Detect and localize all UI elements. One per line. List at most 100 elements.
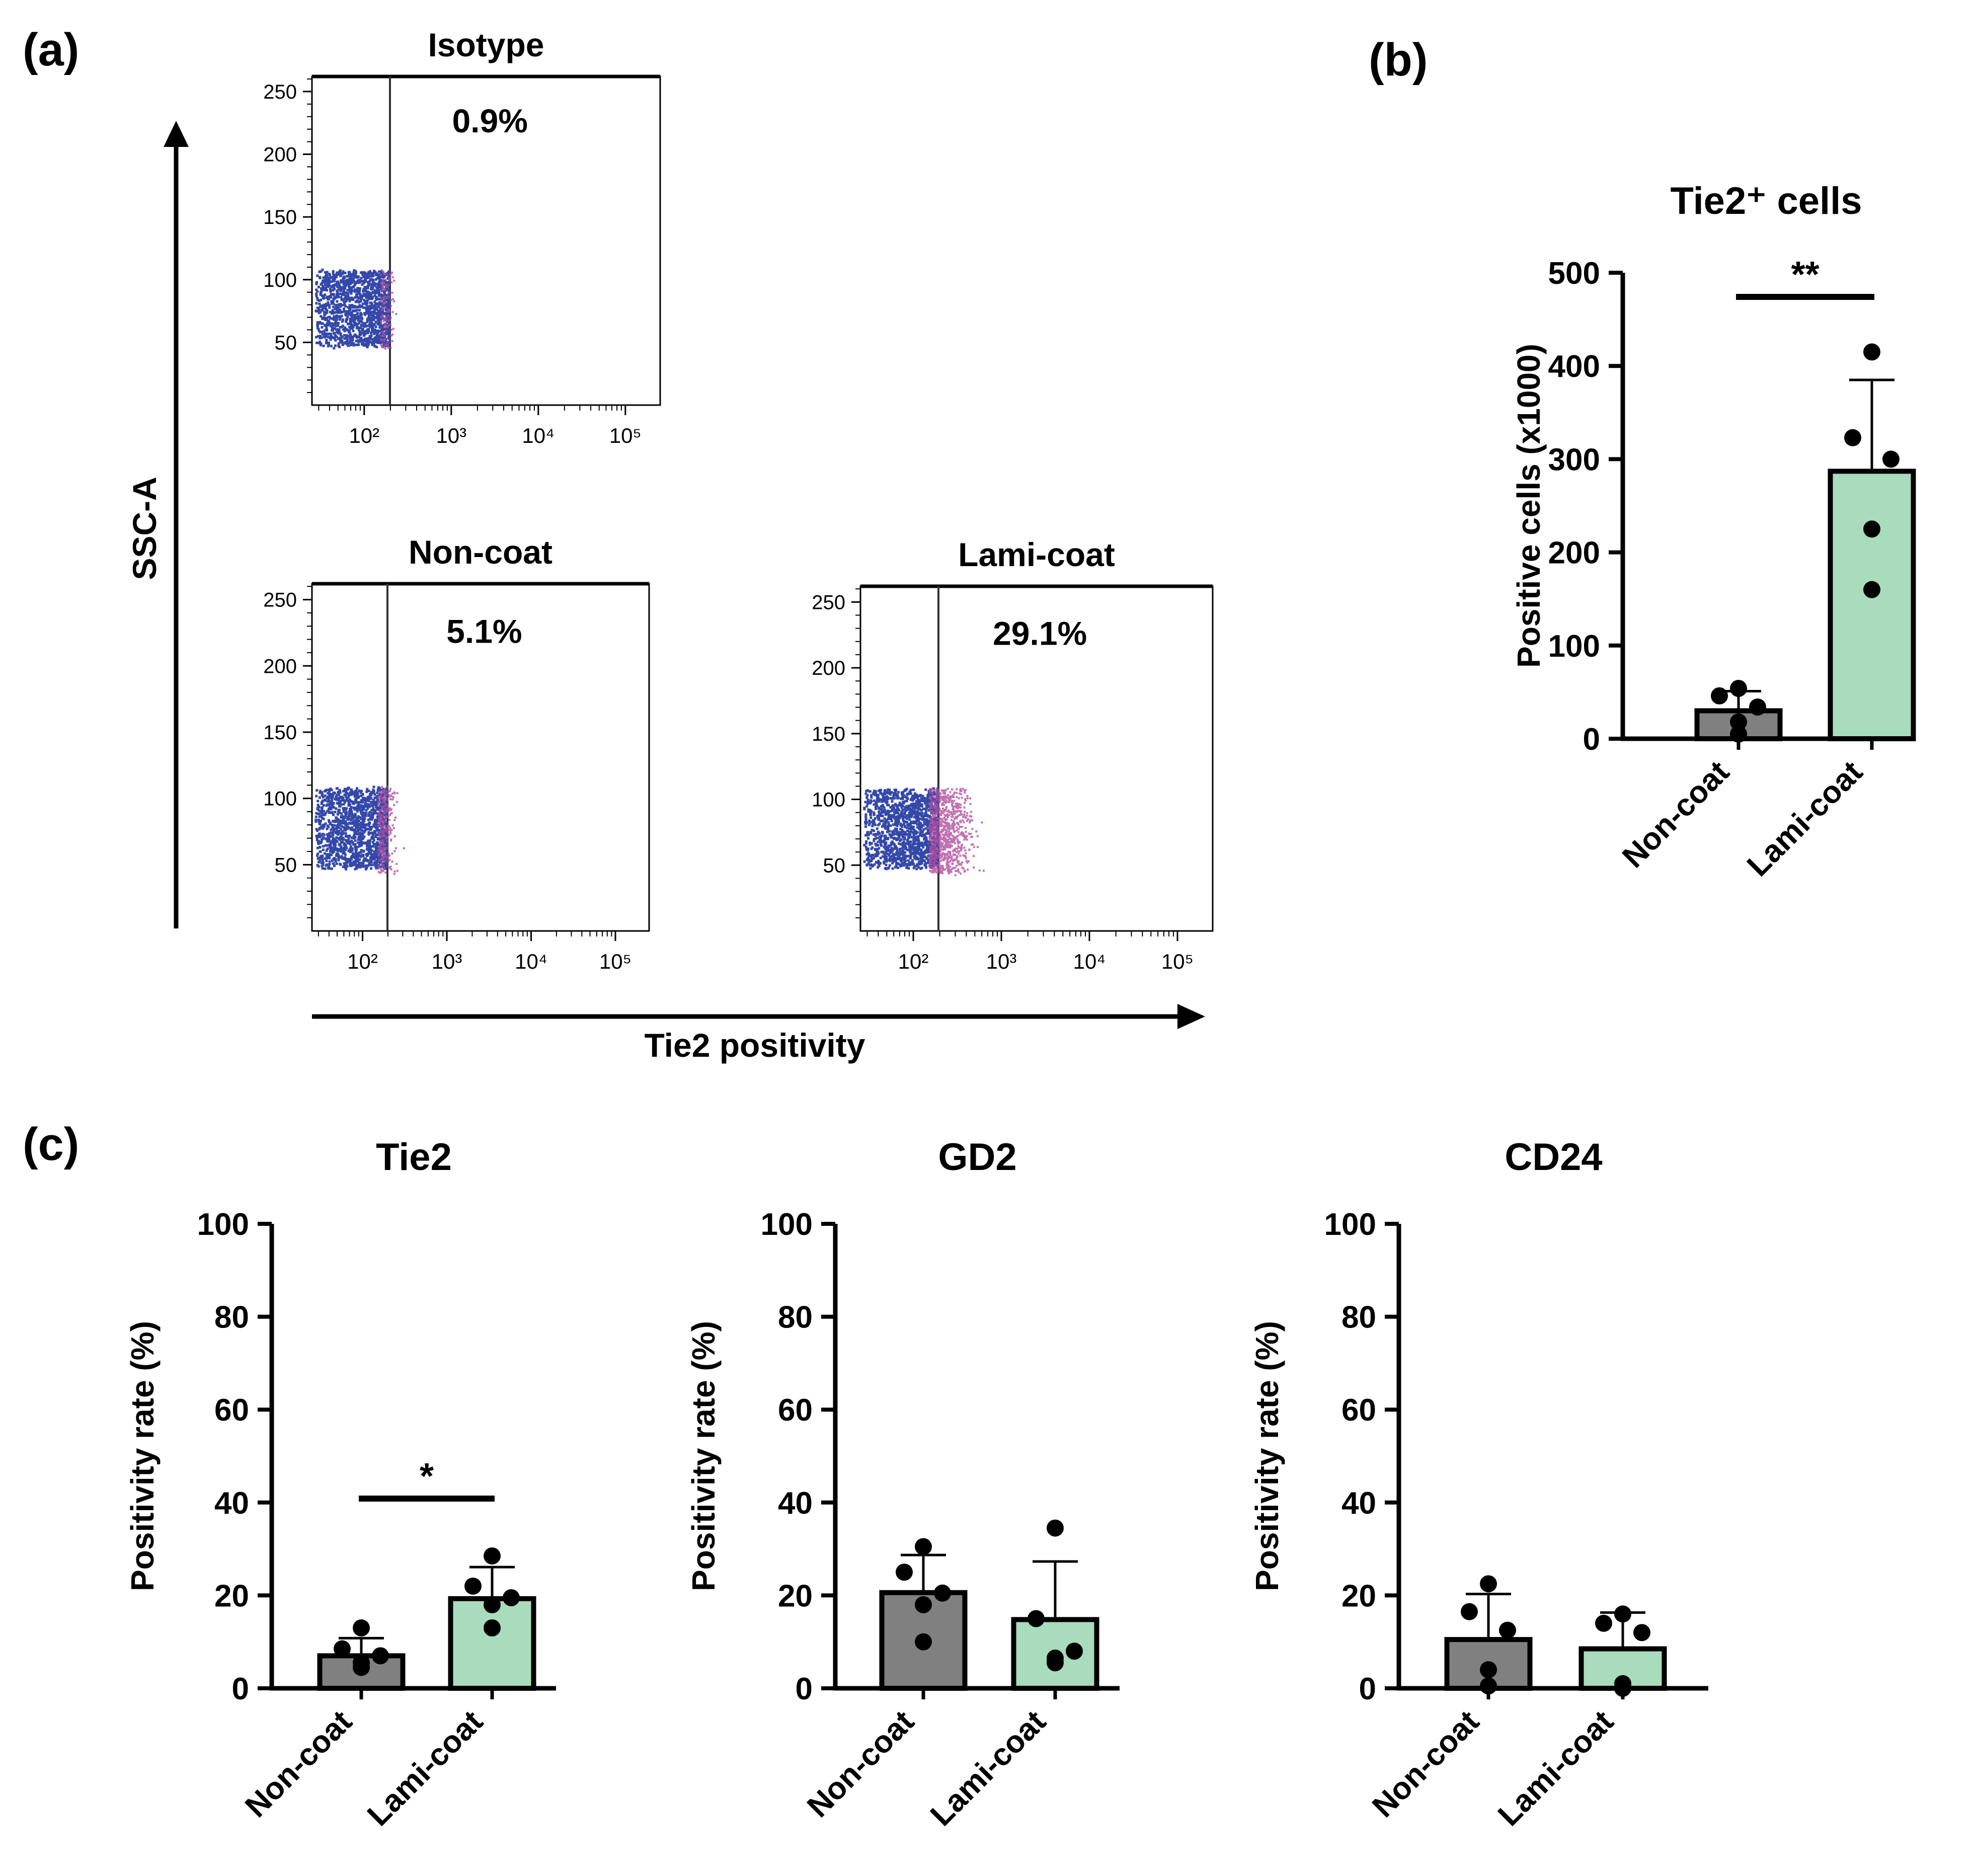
- y-tick-label: 300: [1548, 442, 1600, 477]
- y-tick-label: 150: [263, 722, 297, 744]
- events-positive: [377, 786, 405, 875]
- flow-title: Lami-coat: [958, 536, 1115, 573]
- x-tick-label: 10⁵: [1161, 950, 1194, 973]
- x-tick-label: 10²: [349, 424, 379, 447]
- x-tick-label: 10⁴: [522, 424, 555, 447]
- data-point: [1863, 520, 1880, 538]
- y-tick-label: 0: [232, 1672, 249, 1706]
- data-point: [1028, 1610, 1045, 1627]
- data-point: [1863, 343, 1880, 361]
- data-point: [1633, 1624, 1650, 1642]
- data-point: [1863, 581, 1880, 598]
- panel-a-x-axis-arrow: [312, 1004, 1205, 1029]
- x-tick-label: 10⁵: [609, 424, 642, 447]
- x-tick-label: Non-coat: [239, 1704, 359, 1824]
- y-tick-label: 200: [263, 655, 297, 677]
- y-axis-label: Positive cells (x1000): [1511, 344, 1547, 668]
- y-tick-label: 0: [796, 1672, 813, 1706]
- bar-chart-cd24-rate: CD24 Positivity rate (%) Non-coat Lami-coat…: [1249, 1136, 1708, 1833]
- panel-b-label: (b): [1369, 34, 1428, 86]
- y-tick-label: 50: [275, 854, 297, 876]
- y-tick-label: 400: [1548, 349, 1600, 384]
- y-tick-label: 200: [1548, 536, 1600, 571]
- y-tick-label: 50: [275, 332, 297, 354]
- x-tick-label: Lami-coat: [1491, 1704, 1620, 1833]
- data-point: [1844, 429, 1861, 446]
- data-point: [1711, 687, 1728, 705]
- flow-plot-lami-coat: Lami-coat 29.1% 50 100 150 200 250 10² 10³ 10⁴ 10⁵: [812, 536, 1214, 973]
- y-tick-label: 150: [263, 206, 297, 228]
- panel-a-y-axis-arrow: [164, 121, 189, 928]
- y-tick-label: 100: [761, 1207, 813, 1242]
- y-tick-label: 100: [1324, 1207, 1376, 1242]
- y-tick-label: 80: [214, 1300, 249, 1335]
- y-tick-label: 80: [1341, 1300, 1376, 1335]
- data-point: [484, 1619, 501, 1637]
- data-point: [896, 1564, 913, 1581]
- x-tick-label: 10²: [898, 950, 929, 973]
- x-tick-label: 10⁵: [599, 950, 631, 973]
- flow-frame: [311, 75, 661, 406]
- flow-plot-isotype: Isotype 0.9% 50 100 150 200 250 10² 10³ 10⁴ 10⁵: [263, 26, 661, 447]
- y-tick-label: 100: [263, 269, 297, 291]
- data-point: [334, 1640, 351, 1658]
- significance-label: **: [1791, 255, 1819, 295]
- x-tick-label: 10⁴: [1073, 950, 1106, 973]
- percent-label: 5.1%: [446, 612, 522, 650]
- y-axis-label: Positivity rate (%): [1249, 1321, 1285, 1591]
- data-point: [1480, 1661, 1497, 1679]
- y-tick-label: 50: [823, 854, 846, 877]
- flow-frame: [311, 583, 650, 932]
- x-tick-label: Lami-coat: [924, 1704, 1053, 1833]
- chart-title: GD2: [938, 1136, 1016, 1179]
- x-tick-label: Non-coat: [801, 1704, 921, 1824]
- y-axis-label: Positivity rate (%): [685, 1321, 722, 1591]
- y-tick-label: 20: [778, 1579, 813, 1613]
- y-tick-label: 250: [812, 591, 845, 613]
- x-tick-label: Non-coat: [1616, 754, 1736, 875]
- y-tick-label: 60: [214, 1393, 249, 1428]
- data-point: [1614, 1605, 1631, 1623]
- data-point: [1730, 713, 1747, 731]
- y-tick-label: 40: [214, 1486, 249, 1521]
- y-tick-label: 0: [1359, 1672, 1376, 1706]
- panel-c-label: (c): [23, 1119, 79, 1170]
- percent-label: 29.1%: [993, 614, 1087, 652]
- data-point: [1047, 1654, 1064, 1672]
- percent-label: 0.9%: [452, 102, 527, 139]
- flow-frame: [859, 585, 1214, 932]
- data-point: [915, 1633, 932, 1651]
- y-tick-label: 200: [812, 657, 845, 679]
- y-axis-label: Positivity rate (%): [124, 1321, 161, 1591]
- chart-title: Tie2: [376, 1136, 452, 1179]
- data-point: [1595, 1614, 1612, 1632]
- data-point: [1461, 1603, 1478, 1620]
- data-point: [484, 1596, 501, 1613]
- chart-title: CD24: [1505, 1136, 1602, 1179]
- panel-a-x-axis-title: Tie2 positivity: [645, 1027, 865, 1064]
- events-negative: [314, 786, 388, 871]
- events-positive: [928, 787, 985, 877]
- panel-a-label: (a): [23, 24, 79, 75]
- events-negative: [863, 787, 939, 871]
- y-tick-label: 0: [1583, 722, 1600, 757]
- data-point: [464, 1577, 482, 1595]
- data-point: [1749, 698, 1766, 716]
- y-tick-label: 100: [197, 1207, 249, 1242]
- data-point: [353, 1659, 370, 1676]
- y-tick-label: 40: [778, 1486, 813, 1521]
- panel-a-y-axis-title: SSC-A: [126, 477, 163, 580]
- bar-chart-gd2-rate: GD2 Positivity rate (%) Non-coat Lami-coat 0…: [685, 1136, 1120, 1833]
- bar-chart-tie2-rate: Tie2 Positivity rate (%) Non-coat Lami-coat…: [124, 1136, 556, 1833]
- bar-chart-tie2-cells: Tie2⁺ cells Positive cells (x1000) Non-coa…: [1511, 180, 1916, 883]
- data-point: [1480, 1575, 1497, 1593]
- y-tick-label: 250: [263, 589, 297, 611]
- data-point: [372, 1647, 389, 1665]
- x-tick-label: 10³: [436, 424, 466, 447]
- flow-plot-non-coat: Non-coat 5.1% 50 100 150 200 250 10² 10³ 10⁴ 10⁵: [263, 533, 650, 973]
- y-tick-label: 60: [778, 1393, 813, 1428]
- data-point: [1066, 1643, 1083, 1660]
- x-tick-label: Lami-coat: [361, 1704, 490, 1833]
- bar: [1828, 468, 1916, 741]
